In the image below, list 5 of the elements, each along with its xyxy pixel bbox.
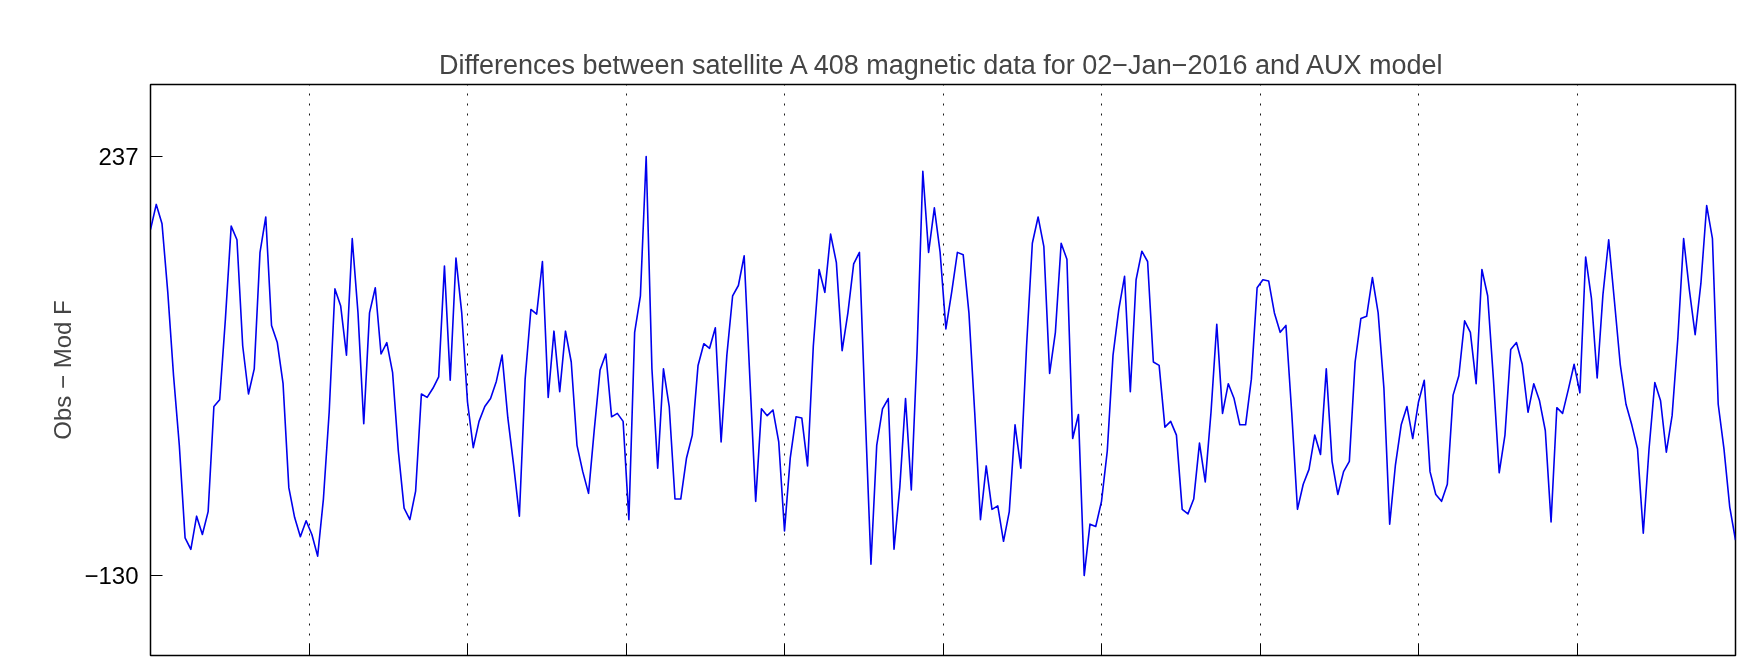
y-tick-label: 237 — [98, 142, 139, 170]
y-axis-title: Obs − Mod F — [49, 300, 77, 440]
line-series — [150, 155, 1736, 577]
chart-title: Differences between satellite A 408 magnetic data for 02−Jan−2016 and AUX model — [438, 49, 1443, 80]
y-tick-label: −130 — [84, 562, 139, 590]
